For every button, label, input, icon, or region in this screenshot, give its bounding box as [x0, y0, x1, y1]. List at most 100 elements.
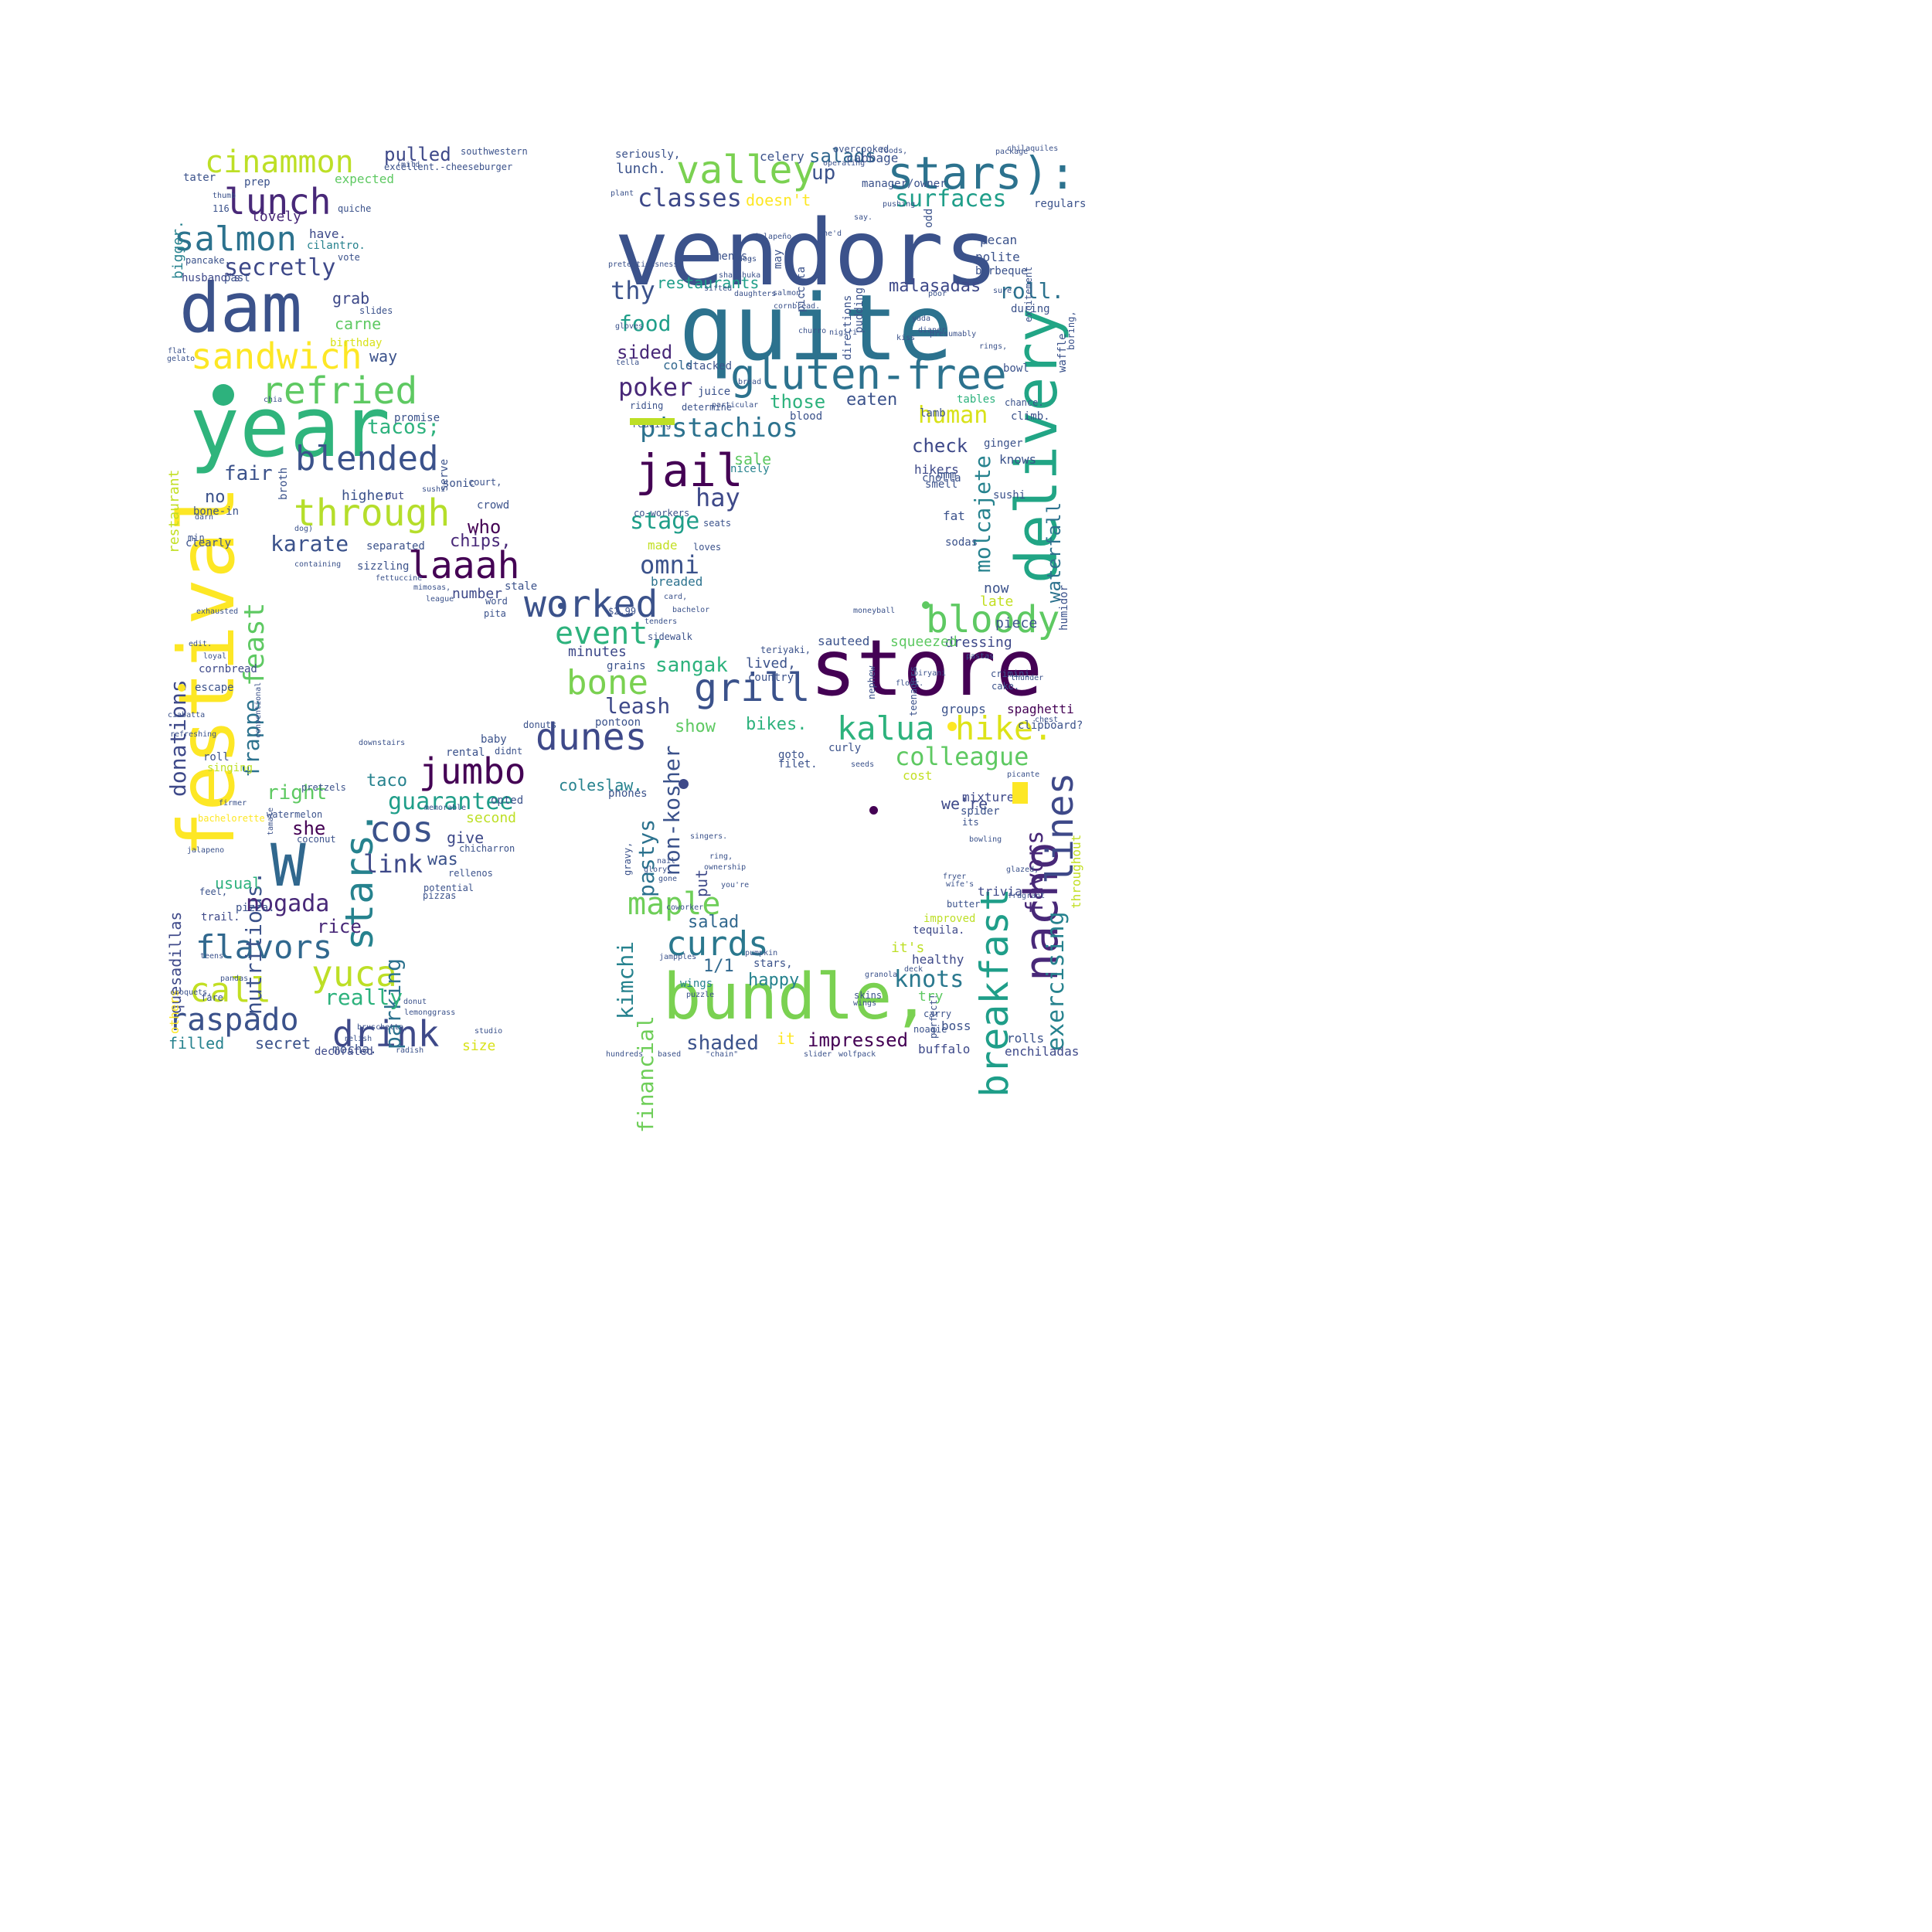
- word-food: food: [619, 311, 672, 336]
- word-sifted: sifted: [704, 284, 733, 293]
- word-sushi: sushi: [422, 485, 446, 494]
- word-human: human: [918, 402, 988, 429]
- word-cold: cold: [663, 358, 693, 372]
- word-carne: carne: [335, 315, 382, 333]
- word-secretly: secretly: [224, 254, 336, 281]
- word-ciabatta: ciabatta: [168, 711, 206, 719]
- word-decorated: decorated: [315, 1046, 373, 1058]
- word-boring: boring,: [1066, 311, 1077, 351]
- word-thumb: thumb: [213, 192, 236, 200]
- word-bread: bread: [738, 378, 762, 386]
- word-jalapeno: jalapeno: [187, 846, 225, 855]
- word-league: league: [426, 595, 454, 604]
- word-drink: drink: [332, 1013, 440, 1055]
- word-enchiladas: enchiladas: [1005, 1044, 1080, 1059]
- word-gloves: gloves: [615, 322, 644, 331]
- word-odd: odd: [923, 208, 935, 229]
- word-donuts: donuts: [523, 719, 557, 730]
- word-surfaces: surfaces: [895, 185, 1007, 213]
- word-based: based: [658, 1050, 682, 1059]
- word-wings: wings: [853, 999, 877, 1008]
- word-minutes: minutes: [568, 644, 627, 660]
- word-pudding: pudding.: [853, 281, 866, 334]
- word-spider: spider: [961, 805, 1000, 818]
- word-raspado: raspado: [168, 1002, 299, 1038]
- word-dogs: dogs: [738, 255, 757, 264]
- word-its: its: [962, 817, 979, 828]
- word-link: link: [363, 849, 423, 879]
- word-sandwich: sandwich: [191, 335, 362, 377]
- word-rental: rental: [446, 747, 485, 759]
- word-shakshuka: shakshuka: [719, 271, 761, 280]
- word-bundle: bundle,: [663, 961, 930, 1034]
- word-rolls: rolls: [1007, 1031, 1045, 1046]
- word-salmon: salmon.: [773, 289, 806, 298]
- word-bachelor: bachelor: [672, 606, 710, 614]
- word-plant: plant: [611, 189, 634, 198]
- word-clearly: clearly: [185, 537, 232, 549]
- word-kiss: kiss: [896, 334, 916, 342]
- word-daughters: daughters: [734, 290, 777, 298]
- word-southwestern: southwestern: [461, 146, 528, 157]
- word-sided: sided: [617, 342, 673, 363]
- word-cholla: cholla: [922, 472, 961, 485]
- word-improved: improved: [923, 913, 976, 925]
- word-pastas: pastas: [966, 652, 995, 661]
- word-regulars: regulars: [1034, 198, 1087, 210]
- word-prep: prep: [244, 176, 270, 189]
- word-worked: worked: [524, 583, 658, 626]
- word-gelato: gelato: [167, 355, 196, 363]
- word-secret: secret: [255, 1034, 311, 1053]
- word-pizzas: pizzas: [423, 890, 457, 901]
- word-nogada: nogada: [246, 890, 330, 917]
- word-bruschetta: bruschetta,: [357, 1023, 409, 1032]
- word-quiche: quiche: [338, 203, 372, 214]
- word-churro: churro: [798, 327, 827, 335]
- word-have: have.: [309, 226, 347, 241]
- word-chicharron: chicharron: [459, 843, 515, 854]
- word-store: store: [810, 623, 1043, 713]
- word-fragrant: fragrant: [1008, 892, 1046, 900]
- word-it-s: it's: [891, 940, 925, 956]
- word-pontoon: pontoon: [595, 716, 641, 729]
- word-curds: curds: [666, 924, 769, 964]
- word-overcooked: overcooked: [833, 144, 889, 155]
- word-deck: deck: [904, 965, 923, 974]
- word-edit: edit.: [189, 640, 213, 648]
- word-w: W: [270, 831, 306, 900]
- word-cabbage: cabbage: [846, 151, 899, 165]
- word-directions: directions: [842, 294, 854, 360]
- word-excellent-cheeseburger: excellent.-cheeseburger: [384, 162, 513, 172]
- word-hikers: hikers: [914, 462, 959, 477]
- word-diaper: diaper: [918, 326, 947, 335]
- word-clipboard: clipboard?: [1018, 719, 1083, 732]
- word-karate: karate: [270, 531, 349, 556]
- word-lemonggrass: lemonggrass: [404, 1009, 456, 1017]
- word-rice: rice: [317, 916, 362, 937]
- word-throughout: throughout: [1069, 834, 1083, 909]
- word-humidor: humidor: [1058, 584, 1070, 631]
- word-containing: containing: [294, 560, 342, 569]
- word-blended: blended: [295, 439, 439, 478]
- word-lived: lived,: [746, 655, 797, 672]
- word-croquets: croquets,: [170, 988, 213, 997]
- word-impressed: impressed: [808, 1029, 909, 1051]
- word-poker: poker: [618, 372, 693, 402]
- word-put: put: [692, 869, 711, 897]
- word-bikes: bikes.: [746, 715, 808, 734]
- word-1-1: 1/1: [703, 957, 734, 976]
- word-it: it: [777, 1029, 796, 1048]
- word-sangak: sangak: [655, 654, 728, 677]
- word-now: now: [984, 580, 1009, 597]
- word-granola: granola: [865, 971, 898, 979]
- word-goto: goto: [778, 749, 804, 761]
- word-cornbread: cornbread.: [774, 302, 821, 311]
- word-lamb: lamb: [920, 407, 946, 420]
- word-eaten: eaten: [846, 390, 898, 410]
- word-way: way: [369, 347, 398, 366]
- word-thunder: thunder: [1011, 674, 1044, 682]
- word-pecan: pecan: [980, 233, 1018, 247]
- word-smell: smell: [925, 478, 958, 491]
- word-singers: singers.: [690, 832, 728, 841]
- word-size: size: [462, 1038, 496, 1054]
